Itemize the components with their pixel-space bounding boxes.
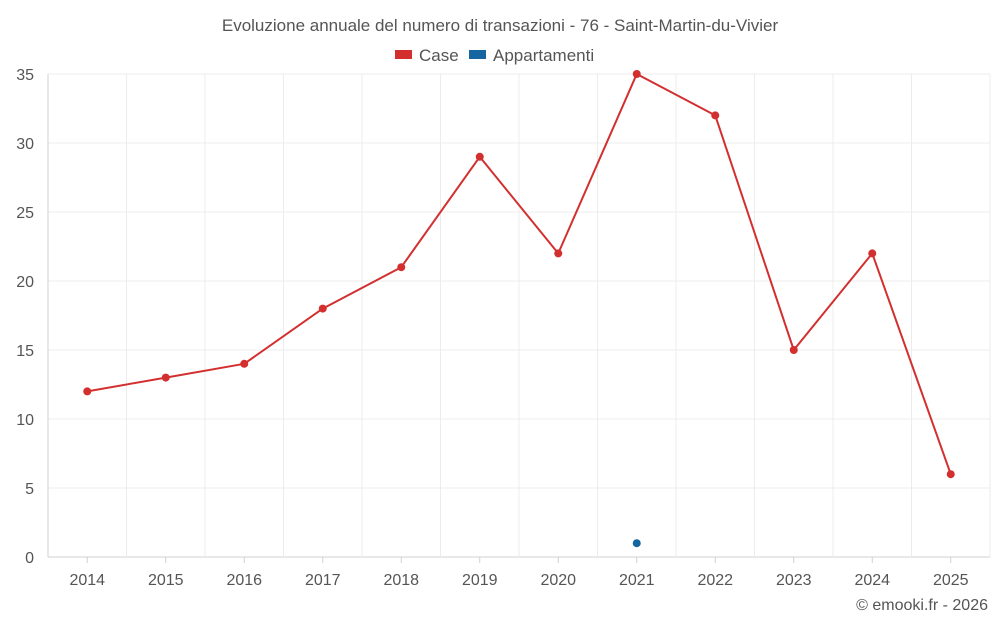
y-tick-label: 35	[16, 67, 34, 84]
y-tick-label: 0	[25, 550, 34, 567]
x-tick-label: 2015	[148, 572, 184, 589]
x-tick-label: 2020	[540, 572, 576, 589]
series	[83, 70, 955, 548]
series-line-case	[87, 73, 952, 475]
data-point-case[interactable]	[397, 263, 406, 272]
credit-text: © emooki.fr - 2026	[856, 597, 988, 614]
data-point-case[interactable]	[240, 359, 249, 368]
data-point-case[interactable]	[711, 111, 720, 120]
x-tick-label: 2016	[226, 572, 262, 589]
x-tick-label: 2019	[462, 572, 498, 589]
data-point-case[interactable]	[318, 304, 327, 313]
legend: Case Appartamenti	[395, 46, 594, 65]
x-axis-ticks: 2014 2015 2016 2017 2018 2019 2020 2021 2022 2023…	[69, 557, 969, 589]
data-point-case[interactable]	[83, 387, 92, 396]
y-tick-label: 10	[16, 412, 34, 429]
y-tick-label: 5	[25, 481, 34, 498]
x-tick-label: 2022	[697, 572, 733, 589]
legend-item-case[interactable]: Case	[395, 46, 459, 65]
x-tick-label: 2023	[776, 572, 812, 589]
grid	[47, 73, 991, 558]
data-point-case[interactable]	[554, 249, 563, 258]
x-tick-label: 2021	[619, 572, 655, 589]
data-point-case[interactable]	[789, 346, 798, 354]
y-axis-ticks: 0 5 10 15 20 25 30 35	[16, 67, 34, 567]
x-tick-label: 2017	[305, 572, 341, 589]
y-tick-label: 30	[16, 136, 34, 153]
x-tick-label: 2018	[383, 572, 419, 589]
chart-title: Evoluzione annuale del numero di transaz…	[222, 16, 779, 35]
legend-swatch-case	[395, 50, 412, 59]
data-point-case[interactable]	[868, 249, 877, 258]
legend-swatch-appartamenti	[469, 50, 486, 59]
x-tick-label: 2014	[69, 572, 105, 589]
legend-label-case: Case	[419, 46, 459, 65]
data-point-case[interactable]	[161, 373, 170, 382]
legend-item-appartamenti[interactable]: Appartamenti	[469, 46, 594, 65]
data-point-case[interactable]	[946, 470, 955, 479]
x-tick-label: 2025	[933, 572, 969, 589]
data-point-case[interactable]	[475, 152, 484, 161]
data-point-appartamenti[interactable]	[632, 539, 641, 548]
legend-label-appartamenti: Appartamenti	[493, 46, 594, 65]
y-tick-label: 20	[16, 274, 34, 291]
y-tick-label: 25	[16, 205, 34, 222]
data-point-case[interactable]	[632, 70, 641, 78]
y-tick-label: 15	[16, 343, 34, 360]
x-tick-label: 2024	[854, 572, 890, 589]
